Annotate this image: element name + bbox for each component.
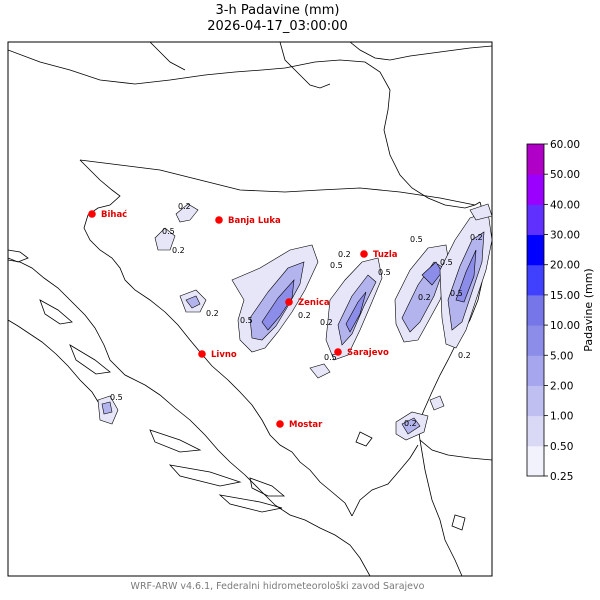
contour-label: 0.2 bbox=[178, 202, 191, 211]
colorbar-segment bbox=[527, 144, 544, 175]
city-label: Banja Luka bbox=[228, 216, 281, 226]
colorbar-tick-label: 60.00 bbox=[550, 139, 580, 151]
city-label: Livno bbox=[211, 350, 237, 360]
border-line bbox=[351, 444, 419, 517]
colorbar-segment bbox=[527, 325, 544, 356]
colorbar-tick-label: 2.00 bbox=[550, 380, 573, 392]
contour-label: 0.2 bbox=[418, 293, 431, 302]
colorbar-tick-label: 40.00 bbox=[550, 199, 580, 211]
city-label: Mostar bbox=[289, 420, 323, 430]
precip-area bbox=[261, 279, 295, 331]
border-line bbox=[349, 42, 492, 61]
colorbar-segment bbox=[527, 174, 544, 205]
city-marker bbox=[276, 420, 284, 428]
city-label: Bihać bbox=[101, 209, 127, 220]
city-marker bbox=[360, 250, 368, 258]
contour-label: 0.5 bbox=[330, 261, 343, 270]
border-line bbox=[8, 49, 481, 209]
contour-label: 0.2 bbox=[338, 250, 351, 259]
contour-label: 0.2 bbox=[458, 351, 471, 360]
border-line bbox=[419, 439, 463, 576]
island bbox=[149, 429, 202, 453]
contour-label: 0.5 bbox=[410, 235, 423, 244]
island bbox=[168, 464, 242, 487]
island bbox=[249, 477, 286, 497]
city-marker bbox=[88, 210, 96, 218]
border-line bbox=[279, 42, 331, 89]
contour-label: 0.2 bbox=[206, 309, 219, 318]
colorbar-segment bbox=[527, 234, 544, 266]
precip-area bbox=[401, 417, 421, 435]
border-line bbox=[79, 159, 353, 517]
city-label: Tuzla bbox=[373, 250, 398, 260]
colorbar-tick-label: 50.00 bbox=[550, 169, 580, 181]
precip-area bbox=[154, 227, 176, 251]
contour-labels: 0.5 0.2 0.2 0.5 0.2 0.2 0.5 0.5 0.2 0.5 0.2 0.5 0.2 0… bbox=[110, 202, 483, 428]
precip-area bbox=[345, 291, 367, 333]
colorbar-label: Padavine (mm) bbox=[582, 268, 595, 351]
city-label: Zenica bbox=[298, 298, 330, 308]
contour-label: 0.2 bbox=[172, 246, 185, 255]
colorbar-tick-label: 1.00 bbox=[550, 411, 573, 423]
island bbox=[218, 494, 283, 513]
precip-area bbox=[469, 203, 492, 221]
contour-label: 0.2 bbox=[470, 233, 483, 242]
contour-label: 0.5 bbox=[240, 316, 253, 325]
city-marker bbox=[198, 350, 206, 358]
precip-area bbox=[101, 401, 113, 415]
colorbar-segment bbox=[527, 445, 544, 477]
precip-area bbox=[455, 249, 477, 303]
contour-label: 0.5 bbox=[440, 258, 453, 267]
island bbox=[451, 514, 466, 531]
border-line bbox=[149, 42, 186, 71]
precip-area bbox=[175, 203, 199, 223]
precip-area bbox=[309, 363, 331, 379]
contour-label: 0.2 bbox=[320, 318, 333, 327]
island bbox=[69, 344, 111, 375]
border-line bbox=[79, 159, 476, 206]
colorbar-tick-label: 0.50 bbox=[550, 441, 573, 453]
contour-label: 0.5 bbox=[324, 353, 337, 362]
island bbox=[8, 249, 29, 263]
precip-area bbox=[429, 395, 445, 411]
colorbar-segment bbox=[527, 415, 544, 447]
island bbox=[39, 299, 73, 325]
colorbar-tick-label: 5.00 bbox=[550, 350, 573, 362]
colorbar-segment bbox=[527, 204, 544, 236]
city-marker bbox=[215, 216, 223, 224]
precip-area bbox=[185, 295, 201, 309]
city-markers: Bihać Banja Luka Tuzla Zenica Livno Sarajevo M… bbox=[88, 209, 398, 430]
city-label: Sarajevo bbox=[347, 348, 389, 358]
colorbar-tick-label: 30.00 bbox=[550, 230, 580, 242]
colorbar-tick-label: 0.25 bbox=[550, 471, 573, 483]
colorbar-segment bbox=[527, 264, 544, 296]
city-marker bbox=[285, 298, 293, 306]
coastline bbox=[8, 319, 109, 421]
colorbar-segment bbox=[527, 385, 544, 417]
footer-credit: WRF-ARW v4.6.1, Federalni hidrometeorolo… bbox=[130, 581, 425, 592]
map-title: 3-h Padavine (mm) bbox=[215, 3, 340, 18]
contour-label: 0.5 bbox=[450, 289, 463, 298]
city-marker bbox=[334, 348, 342, 356]
coastline bbox=[8, 259, 371, 576]
contour-label: 0.2 bbox=[404, 419, 417, 428]
contour-label: 0.5 bbox=[162, 227, 175, 236]
colorbar-tick-label: 20.00 bbox=[550, 260, 580, 272]
colorbar-tick-label: 15.00 bbox=[550, 290, 580, 302]
colorbar-tick-label: 10.00 bbox=[550, 320, 580, 332]
contour-label: 0.5 bbox=[378, 268, 391, 277]
map-datetime: 2026-04-17_03:00:00 bbox=[207, 19, 348, 34]
island bbox=[355, 431, 373, 447]
contour-label: 0.2 bbox=[298, 311, 311, 320]
colorbar-segment bbox=[527, 355, 544, 386]
colorbar-segment bbox=[527, 294, 544, 326]
colorbar-frame bbox=[526, 143, 545, 477]
contour-label: 0.5 bbox=[110, 393, 123, 402]
